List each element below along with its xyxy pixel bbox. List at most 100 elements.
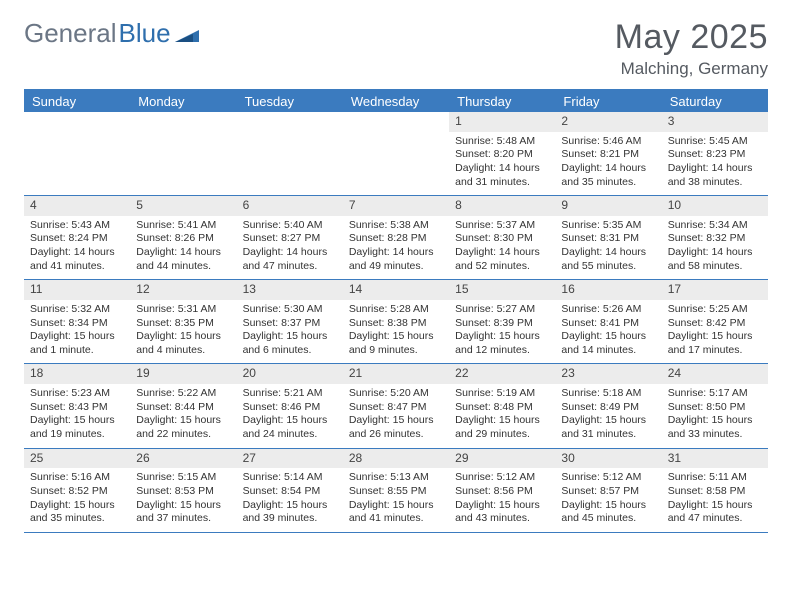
- sunset-text: Sunset: 8:37 PM: [243, 317, 337, 331]
- logo-mark-icon: [175, 18, 199, 49]
- day-cell: 11Sunrise: 5:32 AMSunset: 8:34 PMDayligh…: [24, 280, 130, 363]
- sunset-text: Sunset: 8:30 PM: [455, 232, 549, 246]
- day-number: 12: [130, 280, 236, 300]
- daylight-text: and 17 minutes.: [668, 344, 762, 358]
- day-header-monday: Monday: [130, 91, 236, 112]
- sunrise-text: Sunrise: 5:25 AM: [668, 303, 762, 317]
- day-cell: 22Sunrise: 5:19 AMSunset: 8:48 PMDayligh…: [449, 364, 555, 447]
- daylight-text: and 41 minutes.: [349, 512, 443, 526]
- daylight-text: Daylight: 15 hours: [561, 499, 655, 513]
- day-number: 6: [237, 196, 343, 216]
- sunrise-text: Sunrise: 5:46 AM: [561, 135, 655, 149]
- sunrise-text: Sunrise: 5:31 AM: [136, 303, 230, 317]
- sunset-text: Sunset: 8:57 PM: [561, 485, 655, 499]
- day-cell: 26Sunrise: 5:15 AMSunset: 8:53 PMDayligh…: [130, 449, 236, 532]
- sunrise-text: Sunrise: 5:35 AM: [561, 219, 655, 233]
- sunrise-text: Sunrise: 5:18 AM: [561, 387, 655, 401]
- day-number: 28: [343, 449, 449, 469]
- sunrise-text: Sunrise: 5:27 AM: [455, 303, 549, 317]
- sunset-text: Sunset: 8:52 PM: [30, 485, 124, 499]
- day-cell: 9 Sunrise: 5:35 AMSunset: 8:31 PMDaylight…: [555, 196, 661, 279]
- empty-cell: .: [24, 112, 130, 195]
- day-number: 19: [130, 364, 236, 384]
- day-cell: 5Sunrise: 5:41 AMSunset: 8:26 PMDaylight…: [130, 196, 236, 279]
- day-header-tuesday: Tuesday: [237, 91, 343, 112]
- day-cell: 8Sunrise: 5:37 AMSunset: 8:30 PMDaylight…: [449, 196, 555, 279]
- daylight-text: and 31 minutes.: [455, 176, 549, 190]
- day-cell: 10Sunrise: 5:34 AMSunset: 8:32 PMDayligh…: [662, 196, 768, 279]
- day-cell: 21Sunrise: 5:20 AMSunset: 8:47 PMDayligh…: [343, 364, 449, 447]
- daylight-text: and 6 minutes.: [243, 344, 337, 358]
- day-cell: 24Sunrise: 5:17 AMSunset: 8:50 PMDayligh…: [662, 364, 768, 447]
- daylight-text: and 24 minutes.: [243, 428, 337, 442]
- day-cell: 2Sunrise: 5:46 AMSunset: 8:21 PMDaylight…: [555, 112, 661, 195]
- sunrise-text: Sunrise: 5:19 AM: [455, 387, 549, 401]
- daylight-text: and 44 minutes.: [136, 260, 230, 274]
- sunrise-text: Sunrise: 5:20 AM: [349, 387, 443, 401]
- day-number: 25: [24, 449, 130, 469]
- sunset-text: Sunset: 8:26 PM: [136, 232, 230, 246]
- sunset-text: Sunset: 8:23 PM: [668, 148, 762, 162]
- daylight-text: and 39 minutes.: [243, 512, 337, 526]
- sunset-text: Sunset: 8:49 PM: [561, 401, 655, 415]
- daylight-text: and 22 minutes.: [136, 428, 230, 442]
- day-number: 23: [555, 364, 661, 384]
- daylight-text: Daylight: 15 hours: [668, 414, 762, 428]
- title-block: May 2025 Malching, Germany: [615, 18, 768, 79]
- daylight-text: and 1 minute.: [30, 344, 124, 358]
- day-number: 9: [555, 196, 661, 216]
- sunset-text: Sunset: 8:42 PM: [668, 317, 762, 331]
- day-number: 11: [24, 280, 130, 300]
- day-header-friday: Friday: [555, 91, 661, 112]
- sunset-text: Sunset: 8:50 PM: [668, 401, 762, 415]
- daylight-text: and 9 minutes.: [349, 344, 443, 358]
- sunset-text: Sunset: 8:54 PM: [243, 485, 337, 499]
- daylight-text: and 12 minutes.: [455, 344, 549, 358]
- sunset-text: Sunset: 8:56 PM: [455, 485, 549, 499]
- sunrise-text: Sunrise: 5:40 AM: [243, 219, 337, 233]
- sunrise-text: Sunrise: 5:11 AM: [668, 471, 762, 485]
- daylight-text: and 58 minutes.: [668, 260, 762, 274]
- daylight-text: Daylight: 15 hours: [349, 330, 443, 344]
- day-cell: 15Sunrise: 5:27 AMSunset: 8:39 PMDayligh…: [449, 280, 555, 363]
- sunrise-text: Sunrise: 5:16 AM: [30, 471, 124, 485]
- sunset-text: Sunset: 8:31 PM: [561, 232, 655, 246]
- logo: GeneralBlue: [24, 18, 199, 49]
- week-row: 18Sunrise: 5:23 AMSunset: 8:43 PMDayligh…: [24, 364, 768, 448]
- day-header-wednesday: Wednesday: [343, 91, 449, 112]
- daylight-text: Daylight: 14 hours: [455, 246, 549, 260]
- sunrise-text: Sunrise: 5:15 AM: [136, 471, 230, 485]
- daylight-text: and 52 minutes.: [455, 260, 549, 274]
- sunset-text: Sunset: 8:48 PM: [455, 401, 549, 415]
- daylight-text: Daylight: 15 hours: [30, 330, 124, 344]
- sunset-text: Sunset: 8:55 PM: [349, 485, 443, 499]
- daylight-text: Daylight: 14 hours: [561, 246, 655, 260]
- sunset-text: Sunset: 8:46 PM: [243, 401, 337, 415]
- sunrise-text: Sunrise: 5:12 AM: [455, 471, 549, 485]
- sunrise-text: Sunrise: 5:41 AM: [136, 219, 230, 233]
- daylight-text: Daylight: 15 hours: [243, 499, 337, 513]
- week-row: ....1Sunrise: 5:48 AMSunset: 8:20 PMDayl…: [24, 112, 768, 196]
- sunrise-text: Sunrise: 5:45 AM: [668, 135, 762, 149]
- day-number: 8: [449, 196, 555, 216]
- day-cell: 31Sunrise: 5:11 AMSunset: 8:58 PMDayligh…: [662, 449, 768, 532]
- sunset-text: Sunset: 8:44 PM: [136, 401, 230, 415]
- sunrise-text: Sunrise: 5:28 AM: [349, 303, 443, 317]
- logo-text-blue: Blue: [119, 18, 171, 49]
- day-number: 18: [24, 364, 130, 384]
- empty-cell: .: [237, 112, 343, 195]
- daylight-text: Daylight: 15 hours: [455, 414, 549, 428]
- daylight-text: and 49 minutes.: [349, 260, 443, 274]
- day-cell: 7Sunrise: 5:38 AMSunset: 8:28 PMDaylight…: [343, 196, 449, 279]
- daylight-text: and 47 minutes.: [668, 512, 762, 526]
- sunset-text: Sunset: 8:39 PM: [455, 317, 549, 331]
- day-cell: 12Sunrise: 5:31 AMSunset: 8:35 PMDayligh…: [130, 280, 236, 363]
- week-row: 11Sunrise: 5:32 AMSunset: 8:34 PMDayligh…: [24, 280, 768, 364]
- sunset-text: Sunset: 8:27 PM: [243, 232, 337, 246]
- daylight-text: Daylight: 14 hours: [668, 246, 762, 260]
- daylight-text: Daylight: 14 hours: [668, 162, 762, 176]
- day-cell: 4Sunrise: 5:43 AMSunset: 8:24 PMDaylight…: [24, 196, 130, 279]
- day-number: 1: [449, 112, 555, 132]
- daylight-text: Daylight: 15 hours: [561, 330, 655, 344]
- day-header-sunday: Sunday: [24, 91, 130, 112]
